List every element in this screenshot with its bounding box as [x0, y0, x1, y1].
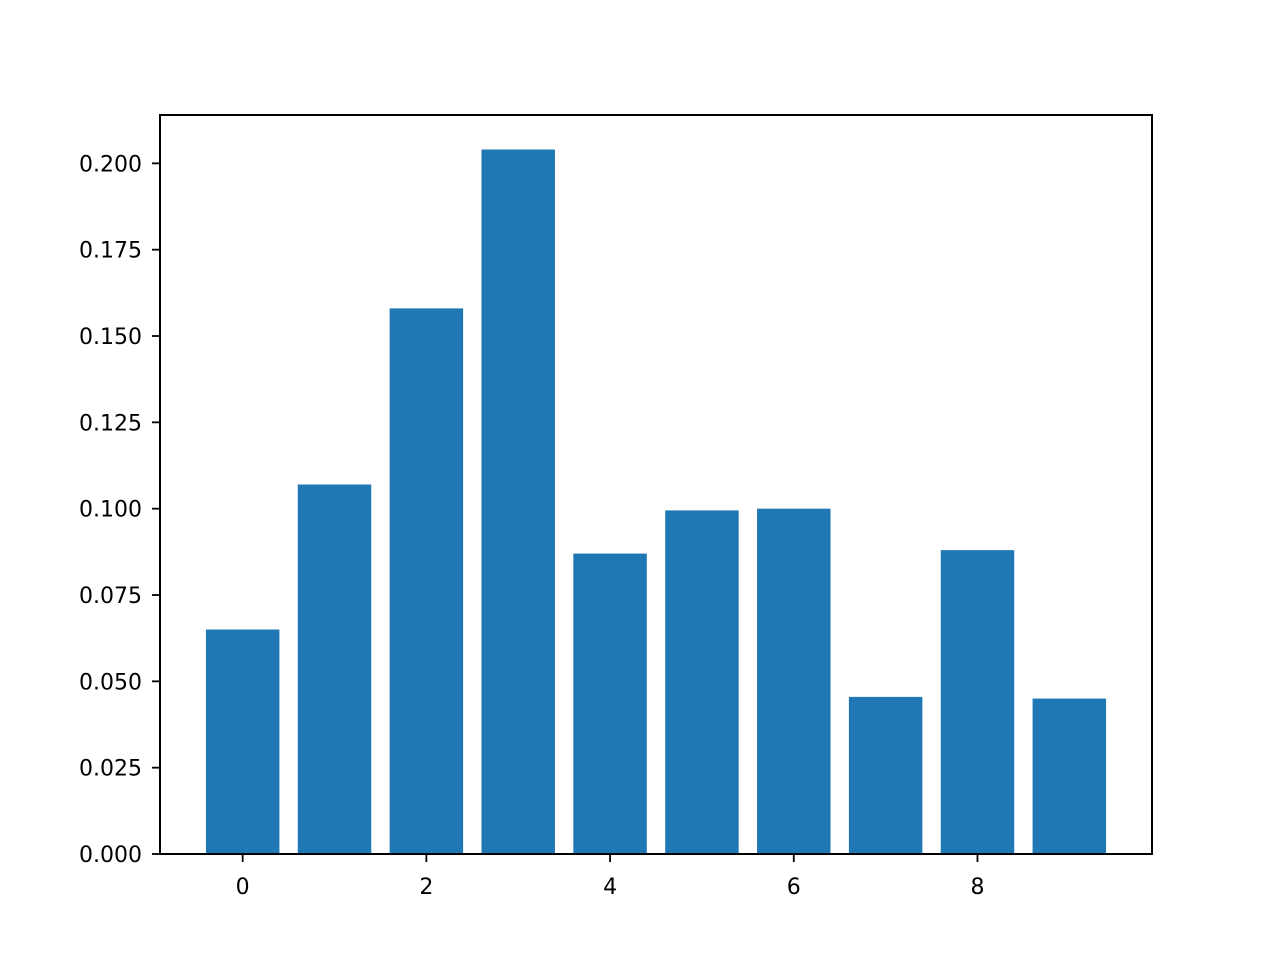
y-tick-label: 0.075: [79, 584, 142, 609]
y-tick-label: 0.125: [79, 411, 142, 436]
bar-3: [481, 149, 555, 854]
x-axis: 0 2 4 6 8: [236, 854, 984, 900]
x-tick-label: 0: [236, 875, 250, 900]
bar-1: [297, 484, 372, 854]
x-tick-label: 2: [419, 875, 433, 900]
y-tick-label: 0.175: [79, 239, 142, 264]
bar-2: [389, 308, 464, 854]
bar-6: [757, 508, 831, 854]
bar-4: [573, 553, 647, 854]
y-tick-label: 0.200: [79, 152, 142, 177]
x-tick-label: 6: [787, 875, 801, 900]
bar-7: [848, 696, 923, 854]
x-tick-label: 8: [970, 875, 984, 900]
y-tick-label: 0.100: [79, 498, 142, 523]
y-axis: 0.000 0.025 0.050 0.075 0.100 0.125 0.150 0.175…: [79, 152, 160, 868]
bar-8: [940, 550, 1015, 854]
bar-5: [665, 510, 739, 854]
y-tick-label: 0.025: [79, 757, 142, 782]
plot-frame: [159, 114, 1153, 855]
bars-group: [205, 149, 1107, 854]
y-tick-label: 0.050: [79, 670, 142, 695]
x-tick-label: 4: [603, 875, 617, 900]
y-tick-label: 0.150: [79, 325, 142, 350]
bar-9: [1032, 698, 1107, 854]
bar-0: [205, 629, 280, 854]
y-tick-label: 0.000: [79, 843, 142, 868]
